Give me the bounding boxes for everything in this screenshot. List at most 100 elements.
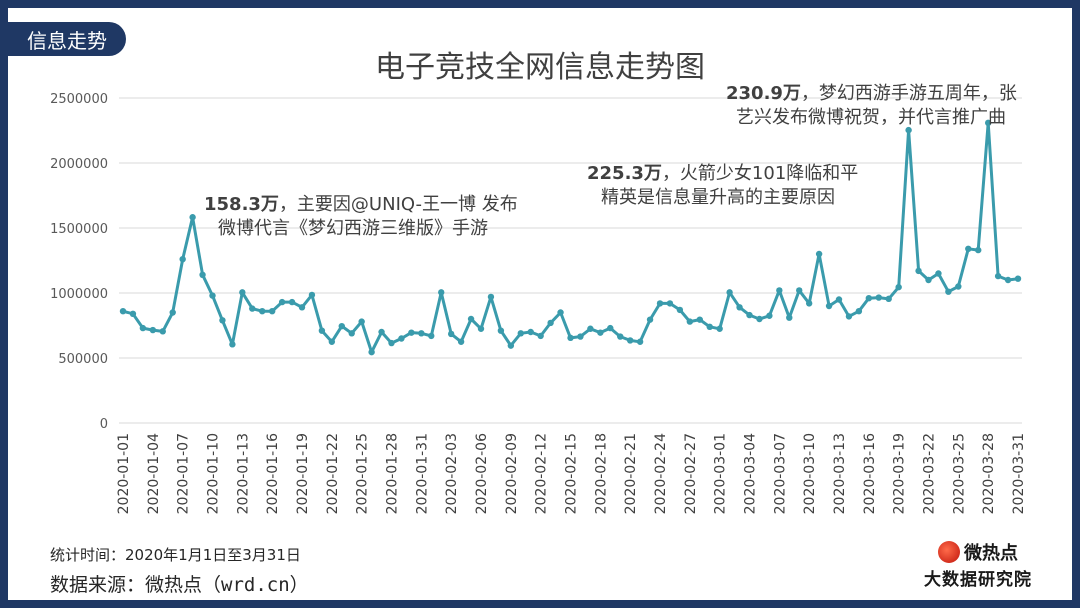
data-point <box>249 305 256 312</box>
x-tick-label: 2020-02-27 <box>683 433 699 514</box>
data-point <box>239 289 246 296</box>
data-point <box>537 332 544 340</box>
x-tick-label: 2020-03-04 <box>743 433 759 514</box>
data-point <box>796 287 803 294</box>
x-tick-label: 2020-01-28 <box>385 433 401 514</box>
x-tick-labels: 2020-01-01 2020-01-04 2020-01-07 2020-01-10… <box>116 433 1027 514</box>
annotation-peak-jan: 158.3万，主要因@UNIQ-王一博 发布 微博代言《梦幻西游三维版》手游 <box>204 193 518 241</box>
data-point <box>984 119 992 127</box>
x-tick-label: 2020-03-10 <box>802 433 818 514</box>
series <box>119 119 1022 356</box>
x-tick-label: 2020-03-31 <box>1011 433 1027 514</box>
data-point <box>965 245 972 252</box>
annotation-peak-mar20: 225.3万，火箭少女101降临和平 精英是信息量升高的主要原因 <box>587 162 858 210</box>
data-point <box>805 300 813 307</box>
data-point <box>259 308 266 315</box>
data-point <box>776 287 783 294</box>
x-tick-label: 2020-01-10 <box>206 433 222 514</box>
data-point <box>298 304 306 311</box>
data-point <box>577 333 584 340</box>
x-tick-label: 2020-03-19 <box>892 433 908 514</box>
x-tick-label: 2020-03-16 <box>862 433 878 514</box>
data-point <box>786 314 793 321</box>
data-point <box>736 304 743 311</box>
data-point <box>338 322 345 330</box>
data-point <box>288 298 296 306</box>
section-tag: 信息走势 <box>8 22 126 56</box>
data-point <box>756 315 763 323</box>
x-tick-label: 2020-02-21 <box>623 433 639 514</box>
data-point <box>398 335 405 342</box>
data-point <box>179 256 186 263</box>
logo-name: 微热点 <box>964 543 1018 564</box>
data-point <box>975 246 982 254</box>
x-tick-label: 2020-01-25 <box>355 433 371 514</box>
data-point <box>617 333 624 340</box>
data-point <box>547 319 554 327</box>
data-point <box>328 338 336 345</box>
annotation-text: ，梦幻西游手游五周年，张 <box>800 83 1017 104</box>
y-tick-label: 500000 <box>58 352 108 367</box>
x-tick-label: 2020-03-01 <box>713 433 729 514</box>
x-tick-label: 2020-02-06 <box>474 433 490 514</box>
data-point <box>447 330 455 338</box>
x-tick-label: 2020-01-04 <box>146 433 162 514</box>
data-point <box>636 338 644 345</box>
logo-subtitle: 大数据研究院 <box>924 570 1032 590</box>
data-point <box>646 316 654 323</box>
data-point <box>994 272 1002 280</box>
x-tick-label: 2020-02-09 <box>504 433 520 514</box>
data-point <box>746 311 753 319</box>
data-point <box>696 316 703 323</box>
data-point <box>855 308 863 315</box>
data-point <box>199 271 206 278</box>
data-point <box>905 126 912 134</box>
x-tick-label: 2020-02-03 <box>444 433 460 514</box>
data-point <box>1004 276 1012 284</box>
data-point <box>149 326 157 334</box>
y-tick-label: 1500000 <box>50 222 108 237</box>
data-point <box>129 310 137 317</box>
data-point <box>527 328 534 336</box>
x-tick-label: 2020-01-19 <box>295 433 311 514</box>
data-point <box>139 324 147 332</box>
data-point <box>597 329 604 336</box>
data-point <box>656 300 664 307</box>
data-point <box>815 250 823 258</box>
x-tick-label: 2020-03-07 <box>772 433 788 514</box>
x-tick-label: 2020-03-22 <box>922 433 938 514</box>
data-point <box>428 332 435 340</box>
logo-icon <box>938 541 960 563</box>
data-point <box>497 327 505 334</box>
data-point <box>278 298 286 306</box>
y-tick-label: 1000000 <box>50 287 108 302</box>
data-point <box>626 337 634 344</box>
line-chart: 0 500000 1000000 1500000 2000000 2500000 2020… <box>50 92 1027 514</box>
data-point <box>567 334 574 342</box>
x-tick-label: 2020-03-13 <box>832 433 848 514</box>
data-point <box>955 283 962 290</box>
annotation-value: 230.9万 <box>726 83 801 104</box>
data-point <box>686 318 694 325</box>
data-point <box>378 328 385 336</box>
annotation-text: 艺兴发布微博祝贺，并代言推广曲 <box>736 107 1006 128</box>
data-point <box>358 318 365 325</box>
annotation-text: ，火箭少女101降临和平 <box>661 163 859 184</box>
data-point <box>229 341 236 348</box>
y-tick-labels: 0 500000 1000000 1500000 2000000 2500000 <box>50 92 108 432</box>
data-point <box>517 330 524 337</box>
data-point <box>318 327 326 334</box>
x-tick-label: 2020-03-28 <box>981 433 997 514</box>
annotation-text: ，主要因@UNIQ-王一博 发布 <box>278 194 518 215</box>
data-point <box>885 295 892 303</box>
data-point <box>467 315 475 323</box>
data-point <box>895 283 902 291</box>
y-tick-label: 0 <box>100 417 108 432</box>
data-point <box>676 306 684 314</box>
data-point <box>845 313 853 320</box>
data-point <box>716 325 723 332</box>
data-point <box>487 293 495 301</box>
data-point <box>557 309 564 316</box>
stat-period: 统计时间：2020年1月1日至3月31日 <box>50 546 301 564</box>
data-point <box>408 329 415 336</box>
